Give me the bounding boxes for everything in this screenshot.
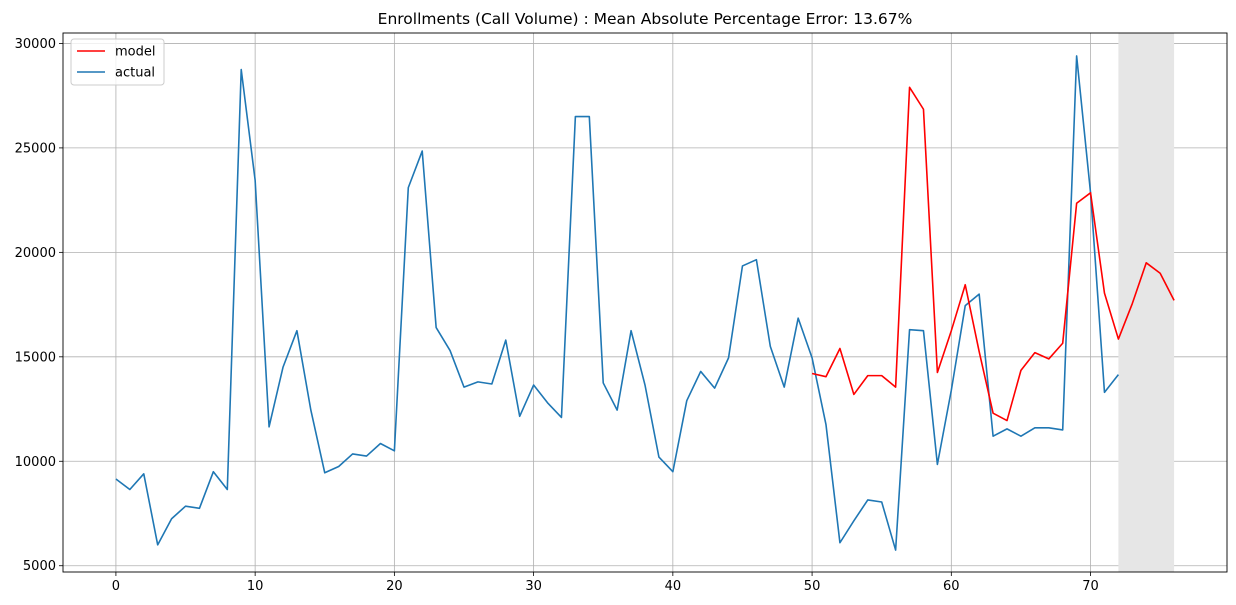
grid: [63, 33, 1227, 572]
x-tick-label: 40: [665, 579, 682, 594]
x-tick-label: 50: [804, 579, 821, 594]
y-tick-label: 5000: [23, 559, 56, 574]
forecast-shaded-region: [1118, 33, 1175, 572]
plot-frame: [62, 32, 1228, 573]
x-tick-label: 60: [943, 579, 960, 594]
series-line-model: [811, 86, 1175, 422]
y-tick-label: 25000: [15, 141, 56, 156]
legend-label-model: model: [115, 45, 155, 60]
y-tick-label: 30000: [15, 37, 56, 52]
y-tick-label: 15000: [15, 350, 56, 365]
series-line-actual: [115, 55, 1120, 551]
x-tick-label: 0: [112, 579, 120, 594]
x-axis: 0 10 20 30 40 50 60 70: [112, 572, 1099, 594]
chart-title: Enrollments (Call Volume) : Mean Absolut…: [378, 10, 913, 28]
legend-label-actual: actual: [115, 66, 155, 81]
x-tick-label: 10: [247, 579, 264, 594]
legend: model actual: [70, 38, 165, 86]
series-lines: [115, 55, 1175, 551]
y-tick-label: 20000: [15, 246, 56, 261]
x-tick-label: 30: [525, 579, 542, 594]
y-axis: 5000 10000 15000 20000 25000 30000: [15, 37, 63, 574]
x-tick-label: 20: [386, 579, 403, 594]
x-tick-label: 70: [1082, 579, 1099, 594]
y-tick-label: 10000: [15, 455, 56, 470]
